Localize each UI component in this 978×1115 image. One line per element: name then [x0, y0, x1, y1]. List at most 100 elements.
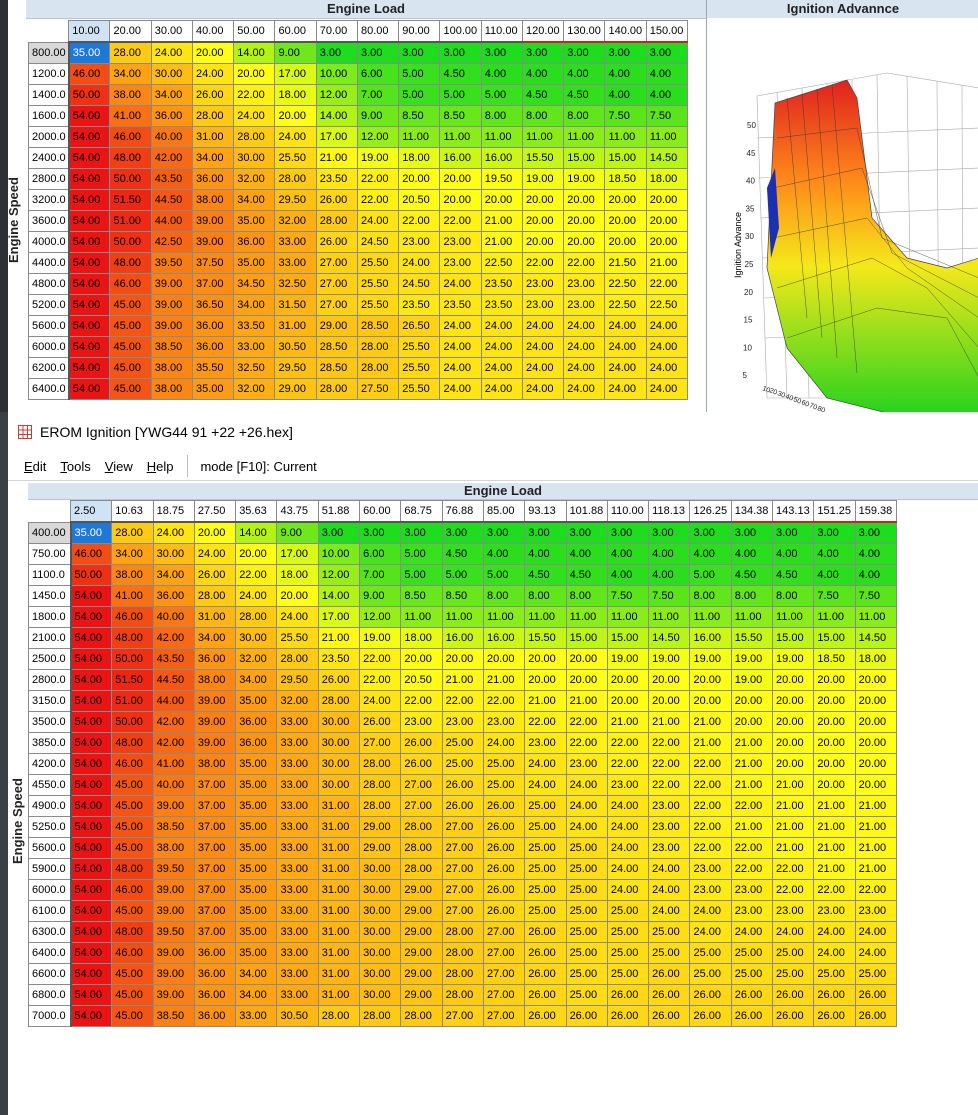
- table-cell[interactable]: 4.00: [648, 564, 691, 586]
- table-cell[interactable]: 3.00: [772, 521, 815, 544]
- table-cell[interactable]: 54.00: [68, 273, 111, 295]
- table-cell[interactable]: 15.00: [813, 627, 856, 649]
- row-header[interactable]: 5900.0: [28, 858, 72, 880]
- table-cell[interactable]: 4.00: [772, 543, 815, 565]
- table-cell[interactable]: 36.00: [193, 984, 237, 1006]
- table-cell[interactable]: 24.00: [689, 900, 732, 922]
- table-cell[interactable]: 3.00: [730, 521, 774, 544]
- table-cell[interactable]: 3.00: [356, 41, 400, 64]
- table-cell[interactable]: 23.00: [689, 879, 732, 901]
- table-cell[interactable]: 33.50: [233, 315, 276, 337]
- table-cell[interactable]: 20.00: [482, 648, 526, 670]
- table-cell[interactable]: 3.00: [359, 521, 402, 544]
- table-cell[interactable]: 54.00: [69, 1005, 113, 1027]
- table-cell[interactable]: 4.00: [813, 543, 856, 565]
- table-cell[interactable]: 25.00: [565, 900, 608, 922]
- table-cell[interactable]: 30.00: [359, 879, 402, 901]
- table-cell[interactable]: 29.50: [276, 669, 319, 691]
- table-cell[interactable]: 42.00: [150, 147, 193, 169]
- table-cell[interactable]: 28.50: [315, 357, 358, 379]
- menu-view[interactable]: View: [104, 458, 133, 474]
- table-cell[interactable]: 23.00: [439, 231, 482, 253]
- table-cell[interactable]: 30.00: [359, 900, 402, 922]
- table-cell[interactable]: 20.00: [854, 774, 897, 796]
- table-cell[interactable]: 19.00: [730, 648, 774, 670]
- table-cell[interactable]: 8.50: [398, 105, 441, 127]
- column-header[interactable]: 70.00: [315, 20, 358, 43]
- table-cell[interactable]: 23.00: [521, 273, 565, 295]
- table-cell[interactable]: 50.00: [109, 168, 152, 190]
- table-cell[interactable]: 31.00: [317, 816, 361, 838]
- table-cell[interactable]: 33.00: [276, 816, 319, 838]
- table-cell[interactable]: 24.00: [565, 816, 608, 838]
- table-cell[interactable]: 33.00: [276, 732, 319, 754]
- table-cell[interactable]: 4.00: [645, 63, 689, 85]
- table-cell[interactable]: 54.00: [68, 378, 111, 400]
- table-cell[interactable]: 4.50: [524, 564, 567, 586]
- table-cell[interactable]: 54.00: [68, 294, 111, 316]
- table-cell[interactable]: 43.50: [152, 648, 195, 670]
- column-header[interactable]: 126.25: [689, 500, 732, 523]
- table-cell[interactable]: 24.00: [276, 606, 319, 628]
- table-cell[interactable]: 28.00: [400, 816, 443, 838]
- table-cell[interactable]: 24.00: [521, 315, 565, 337]
- table-cell[interactable]: 3.00: [521, 41, 565, 64]
- table-cell[interactable]: 28.50: [315, 336, 358, 358]
- table-cell[interactable]: 54.00: [69, 795, 113, 817]
- column-header[interactable]: 110.00: [480, 20, 523, 43]
- table-cell[interactable]: 20.00: [563, 231, 606, 253]
- table-cell[interactable]: 19.00: [772, 648, 815, 670]
- table-cell[interactable]: 20.00: [813, 711, 856, 733]
- table-cell[interactable]: 21.00: [730, 774, 774, 796]
- table-cell[interactable]: 18.50: [813, 648, 856, 670]
- table-cell[interactable]: 8.00: [563, 105, 606, 127]
- table-cell[interactable]: 21.00: [854, 837, 897, 859]
- table-cell[interactable]: 11.00: [645, 126, 689, 148]
- table-cell[interactable]: 23.00: [730, 900, 774, 922]
- table-cell[interactable]: 20.00: [813, 732, 856, 754]
- table-cell[interactable]: 37.00: [193, 837, 237, 859]
- table-cell[interactable]: 24.00: [645, 357, 689, 379]
- table-cell[interactable]: 20.00: [689, 690, 732, 712]
- row-header[interactable]: 2500.0: [28, 648, 72, 670]
- table-cell[interactable]: 20.00: [648, 690, 691, 712]
- table-cell[interactable]: 24.00: [439, 336, 482, 358]
- table-cell[interactable]: 24.00: [730, 921, 774, 943]
- table-cell[interactable]: 25.00: [648, 921, 691, 943]
- table-cell[interactable]: 20.00: [524, 648, 567, 670]
- table-cell[interactable]: 46.00: [111, 753, 154, 775]
- table-cell[interactable]: 24.00: [480, 378, 523, 400]
- table-cell[interactable]: 4.00: [854, 564, 897, 586]
- column-header[interactable]: 140.00: [604, 20, 647, 43]
- column-header[interactable]: 27.50: [193, 500, 237, 523]
- table-cell[interactable]: 24.00: [191, 63, 235, 85]
- table-cell[interactable]: 35.00: [235, 774, 278, 796]
- table-cell[interactable]: 20.00: [772, 753, 815, 775]
- table-cell[interactable]: 24.00: [521, 378, 565, 400]
- table-cell[interactable]: 4.50: [521, 84, 565, 106]
- table-cell[interactable]: 37.00: [191, 273, 235, 295]
- table-cell[interactable]: 19.50: [480, 168, 523, 190]
- table-cell[interactable]: 33.00: [276, 900, 319, 922]
- table-cell[interactable]: 37.50: [191, 252, 235, 274]
- table-cell[interactable]: 39.00: [150, 294, 193, 316]
- row-header[interactable]: 800.00: [27, 41, 70, 64]
- table-cell[interactable]: 39.00: [152, 879, 195, 901]
- table-cell[interactable]: 42.00: [152, 711, 195, 733]
- table-cell[interactable]: 14.00: [235, 521, 278, 544]
- table-cell[interactable]: 30.00: [235, 627, 278, 649]
- table-cell[interactable]: 30.50: [274, 336, 317, 358]
- table-cell[interactable]: 21.00: [772, 795, 815, 817]
- table-cell[interactable]: 20.00: [565, 648, 608, 670]
- table-cell[interactable]: 21.00: [813, 858, 856, 880]
- table-cell[interactable]: 20.00: [439, 168, 482, 190]
- ignition-3d-chart[interactable]: Ignition Advannce: [706, 0, 978, 412]
- table-cell[interactable]: 4.50: [563, 84, 606, 106]
- table-cell[interactable]: 4.00: [604, 63, 647, 85]
- table-cell[interactable]: 3.00: [317, 521, 361, 544]
- table-cell[interactable]: 24.00: [648, 879, 691, 901]
- table-cell[interactable]: 18.00: [854, 648, 897, 670]
- table-cell[interactable]: 24.50: [356, 231, 400, 253]
- table-cell[interactable]: 35.00: [235, 837, 278, 859]
- table-cell[interactable]: 21.00: [854, 795, 897, 817]
